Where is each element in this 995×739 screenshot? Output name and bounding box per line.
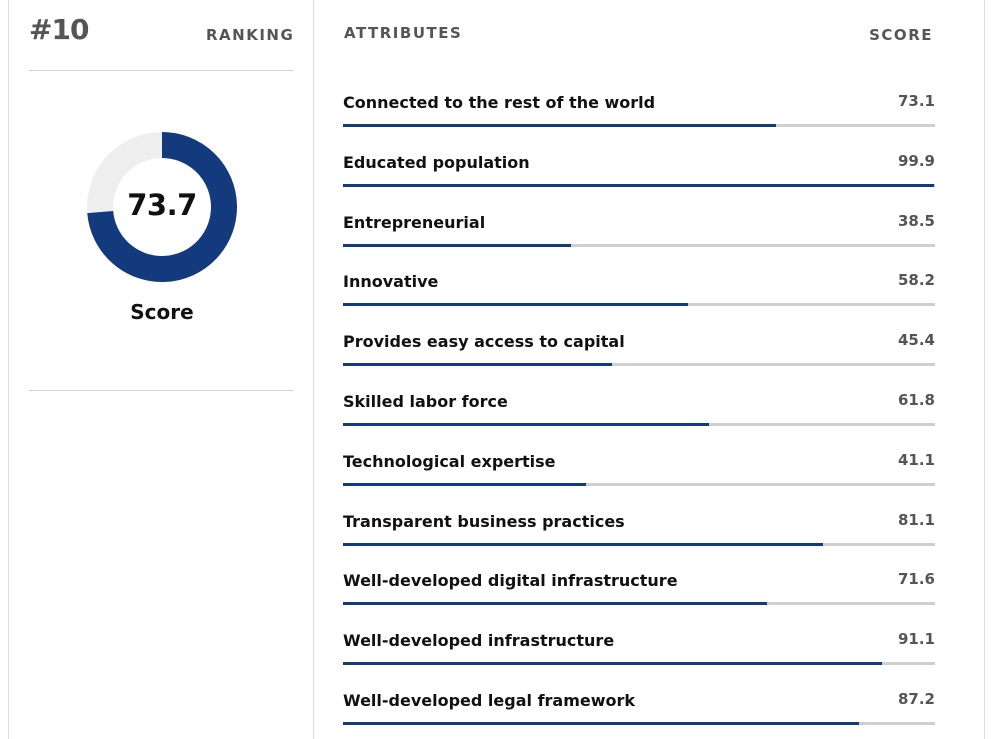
- attribute-bar-fill: [343, 482, 587, 486]
- attribute-label: Technological expertise: [343, 451, 556, 471]
- attribute-bar-fill: [343, 542, 824, 546]
- attribute-bar-track: [343, 722, 935, 725]
- attribute-row: Connected to the rest of the world 73.1: [343, 92, 935, 133]
- attribute-label: Transparent business practices: [343, 511, 625, 531]
- ranking-panel: #10 RANKING 73.7 Score: [8, 0, 314, 739]
- attribute-bar-fill: [343, 243, 571, 247]
- score-header: SCORE: [869, 26, 933, 44]
- attribute-row: Well-developed digital infrastructure 71.…: [343, 570, 935, 611]
- attribute-score: 41.1: [897, 450, 935, 469]
- attribute-row: Provides easy access to capital 45.4: [343, 331, 935, 372]
- attribute-label: Skilled labor force: [343, 392, 508, 411]
- top-divider: [29, 70, 293, 71]
- donut-score-value: 73.7: [127, 188, 197, 222]
- score-donut-chart: [87, 132, 237, 282]
- attribute-label: Provides easy access to capital: [343, 332, 625, 352]
- attribute-row: Transparent business practices 81.1: [343, 510, 935, 552]
- attributes-header: ATTRIBUTES: [344, 24, 463, 42]
- attribute-label: Well-developed legal framework: [343, 691, 636, 710]
- attribute-row: Well-developed infrastructure 91.1: [343, 630, 935, 671]
- bottom-divider: [29, 390, 293, 391]
- attribute-bar-fill: [343, 423, 709, 426]
- attribute-score: 45.4: [897, 331, 935, 350]
- attribute-bar-track: [343, 662, 935, 666]
- attribute-row: Educated population 99.9: [343, 151, 935, 193]
- attribute-score: 71.6: [897, 570, 935, 589]
- attribute-score: 87.2: [897, 690, 935, 708]
- right-border-line: [984, 0, 985, 739]
- attribute-bar-track: [343, 423, 935, 426]
- attribute-row: Well-developed legal framework 87.2: [343, 690, 935, 731]
- attribute-score: 38.5: [897, 211, 935, 230]
- attribute-bar-track: [343, 124, 935, 127]
- attribute-score: 58.2: [897, 271, 935, 290]
- ranking-label: RANKING: [206, 26, 295, 44]
- attribute-bar-fill: [343, 183, 935, 187]
- attribute-bar-track: [343, 542, 935, 546]
- attribute-row: Skilled labor force 61.8: [343, 391, 935, 432]
- attribute-score: 91.1: [897, 630, 935, 649]
- attribute-score: 73.1: [897, 92, 935, 110]
- attribute-score: 81.1: [897, 510, 935, 529]
- attributes-panel: ATTRIBUTES SCORE Connected to the rest o…: [314, 0, 984, 739]
- attribute-label: Connected to the rest of the world: [343, 93, 656, 112]
- attribute-bar-track: [343, 363, 935, 367]
- attribute-label: Well-developed infrastructure: [343, 631, 615, 651]
- attribute-bar-fill: [343, 722, 860, 725]
- attribute-label: Well-developed digital infrastructure: [343, 571, 678, 591]
- attribute-label: Innovative: [343, 272, 439, 292]
- attribute-bar-fill: [343, 662, 883, 666]
- attribute-bar-track: [343, 602, 935, 606]
- attribute-label: Entrepreneurial: [343, 212, 486, 232]
- attribute-bar-track: [343, 183, 935, 187]
- left-border-line: [8, 0, 9, 739]
- attribute-bar-track: [343, 303, 935, 307]
- donut-score-label: Score: [130, 300, 194, 324]
- attribute-row: Innovative 58.2: [343, 271, 935, 312]
- attribute-score: 99.9: [897, 151, 935, 170]
- attribute-score: 61.8: [897, 391, 935, 409]
- attribute-bar-track: [343, 482, 935, 486]
- attribute-bar-track: [343, 243, 935, 247]
- attribute-bar-fill: [343, 363, 612, 367]
- attribute-bar-fill: [343, 124, 776, 127]
- donut-score-arc: [87, 132, 237, 282]
- attribute-label: Educated population: [343, 152, 530, 172]
- ranking-number: #10: [29, 13, 89, 46]
- attribute-row: Technological expertise 41.1: [343, 450, 935, 492]
- attribute-bar-fill: [343, 303, 688, 307]
- attribute-row: Entrepreneurial 38.5: [343, 211, 935, 253]
- attribute-bar-fill: [343, 602, 767, 606]
